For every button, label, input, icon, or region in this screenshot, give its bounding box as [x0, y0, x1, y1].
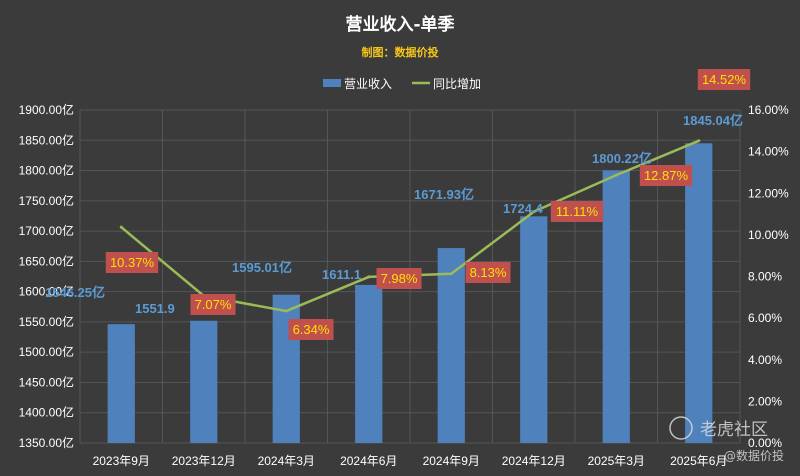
- right-tick-label: 10.00%: [748, 228, 789, 242]
- line-point: [697, 139, 701, 143]
- left-tick-label: 1400.00亿: [19, 405, 74, 420]
- right-tick-label: 16.00%: [748, 103, 789, 117]
- bar-data-label: 1724.4: [503, 201, 544, 216]
- left-tick-label: 1500.00亿: [19, 344, 74, 359]
- line-data-labels: 10.37% 7.07% 6.34% 7.98% 8.13% 11.11% 12.87% 14…: [105, 69, 751, 340]
- watermark-account: @数据价投: [724, 448, 784, 463]
- x-tick-label: 2024年12月: [502, 454, 566, 468]
- chart-subtitle: 制图：数据价投: [362, 45, 439, 59]
- line-label-text: 14.52%: [702, 72, 747, 87]
- line-label-text: 6.34%: [293, 322, 330, 337]
- left-tick-label: 1450.00亿: [19, 374, 74, 389]
- line-label-text: 11.11%: [556, 204, 599, 219]
- right-tick-label: 14.00%: [748, 145, 789, 159]
- watermark: 老虎社区 @数据价投: [669, 416, 784, 463]
- line-data-label: 14.52%: [697, 69, 751, 90]
- left-tick-label: 1600.00亿: [19, 284, 74, 299]
- left-tick-label: 1650.00亿: [19, 253, 74, 268]
- legend-line-label: 同比增加: [433, 77, 481, 91]
- x-tick-label: 2024年9月: [423, 454, 480, 468]
- line-label-box: [639, 165, 693, 186]
- legend: 营业收入 同比增加: [323, 77, 481, 91]
- left-tick-label: 1550.00亿: [19, 314, 74, 329]
- bar-data-label: 1671.93亿: [414, 187, 474, 202]
- right-tick-label: 4.00%: [748, 353, 782, 367]
- x-tick-label: 2025年3月: [588, 454, 645, 468]
- right-axis-ticks: 0.00% 2.00% 4.00% 6.00% 8.00% 10.00% 12.00% 14.…: [748, 103, 789, 450]
- line-label-text: 8.13%: [470, 265, 507, 280]
- bar-data-labels: 1546.25亿 1551.9 1595.01亿 1611.1 1671.93亿 1724…: [45, 113, 743, 316]
- line-data-label: 7.98%: [376, 268, 422, 289]
- right-tick-label: 2.00%: [748, 394, 782, 408]
- line-label-box: [465, 262, 511, 283]
- line-label-text: 7.98%: [381, 271, 418, 286]
- left-tick-label: 1700.00亿: [19, 223, 74, 238]
- bar-data-label: 1595.01亿: [232, 260, 292, 275]
- x-tick-label: 2024年3月: [258, 454, 315, 468]
- bar-data-label: 1546.25亿: [45, 285, 105, 300]
- line-label-text: 10.37%: [110, 255, 155, 270]
- line-label-box: [105, 252, 159, 273]
- x-tick-label: 2023年9月: [93, 454, 150, 468]
- line-label-box: [288, 319, 334, 340]
- line-label-box: [550, 201, 604, 222]
- line-data-label: 11.11%: [550, 201, 604, 222]
- left-tick-label: 1350.00亿: [19, 435, 74, 450]
- bar: [602, 170, 630, 443]
- line-data-label: 12.87%: [639, 165, 693, 186]
- bar-data-label: 1800.22亿: [592, 151, 652, 166]
- left-tick-label: 1850.00亿: [19, 132, 74, 147]
- x-tick-label: 2025年6月: [670, 454, 727, 468]
- watermark-brand: 老虎社区: [700, 420, 768, 440]
- right-tick-label: 0.00%: [748, 436, 782, 450]
- line-data-label: 10.37%: [105, 252, 159, 273]
- line-point: [284, 309, 288, 313]
- left-axis-ticks: 1350.00亿 1400.00亿 1450.00亿 1500.00亿 1550.00亿…: [19, 102, 74, 450]
- line-point: [449, 272, 453, 276]
- line-point: [367, 275, 371, 279]
- left-tick-label: 1900.00亿: [19, 102, 74, 117]
- x-tick-label: 2023年12月: [172, 454, 236, 468]
- tiger-logo-icon: [669, 416, 693, 440]
- bar-data-label: 1551.9: [135, 301, 175, 316]
- right-tick-label: 6.00%: [748, 311, 782, 325]
- legend-bar-label: 营业收入: [344, 77, 392, 91]
- left-tick-label: 1750.00亿: [19, 193, 74, 208]
- line-point: [614, 173, 618, 177]
- line-label-box: [190, 294, 236, 315]
- bar: [437, 248, 465, 443]
- line-data-label: 7.07%: [190, 294, 236, 315]
- bar: [107, 324, 135, 443]
- bar: [272, 294, 300, 443]
- line-data-label: 8.13%: [465, 262, 511, 283]
- line-label-box: [697, 69, 751, 90]
- right-tick-label: 12.00%: [748, 186, 789, 200]
- x-axis-ticks: 2023年9月 2023年12月 2024年3月 2024年6月 2024年9月 2024…: [93, 454, 728, 468]
- bar-data-label: 1845.04亿: [683, 113, 743, 128]
- line-point: [119, 225, 123, 229]
- line-label-box: [376, 268, 422, 289]
- bar-data-label: 1611.1: [322, 267, 361, 282]
- line-point: [532, 210, 536, 214]
- line-data-label: 6.34%: [288, 319, 334, 340]
- line-label-text: 12.87%: [644, 168, 689, 183]
- line-label-text: 7.07%: [195, 297, 232, 312]
- bar: [520, 216, 548, 443]
- bar-series: [107, 143, 713, 443]
- bar: [355, 284, 383, 443]
- left-tick-label: 1800.00亿: [19, 163, 74, 178]
- legend-bar-swatch: [323, 79, 341, 87]
- bar: [190, 320, 218, 443]
- x-tick-label: 2024年6月: [340, 454, 397, 468]
- right-tick-label: 8.00%: [748, 270, 782, 284]
- chart-title: 营业收入-单季: [345, 14, 454, 35]
- bar: [685, 143, 713, 443]
